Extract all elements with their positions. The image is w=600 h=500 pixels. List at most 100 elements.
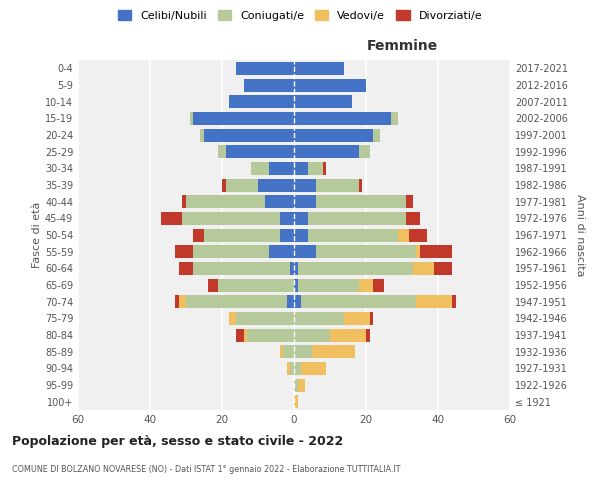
Bar: [244, 328, 247, 342]
Text: Femmine: Femmine: [367, 39, 437, 53]
Bar: [294, 162, 308, 175]
Bar: [265, 195, 294, 208]
Bar: [294, 295, 301, 308]
Bar: [280, 228, 294, 241]
Bar: [308, 162, 323, 175]
Bar: [283, 345, 294, 358]
Legend: Celibi/Nubili, Coniugati/e, Vedovi/e, Divorziati/e: Celibi/Nubili, Coniugati/e, Vedovi/e, Di…: [113, 6, 487, 25]
Bar: [229, 312, 236, 325]
Bar: [236, 328, 244, 342]
Bar: [229, 95, 294, 108]
Bar: [193, 112, 294, 125]
Bar: [294, 228, 308, 241]
Bar: [316, 245, 416, 258]
Bar: [398, 228, 409, 241]
Bar: [416, 295, 452, 308]
Bar: [236, 62, 294, 75]
Bar: [247, 328, 294, 342]
Bar: [218, 278, 294, 291]
Bar: [294, 112, 391, 125]
Bar: [370, 312, 373, 325]
Bar: [294, 245, 316, 258]
Bar: [391, 112, 398, 125]
Bar: [226, 145, 294, 158]
Text: COMUNE DI BOLZANO NOVARESE (NO) - Dati ISTAT 1° gennaio 2022 - Elaborazione TUTT: COMUNE DI BOLZANO NOVARESE (NO) - Dati I…: [12, 465, 401, 474]
Bar: [330, 328, 366, 342]
Bar: [175, 245, 193, 258]
Bar: [294, 78, 366, 92]
Bar: [204, 128, 294, 141]
Bar: [316, 195, 406, 208]
Bar: [298, 278, 359, 291]
Bar: [301, 295, 416, 308]
Bar: [294, 262, 298, 275]
Bar: [186, 295, 287, 308]
Bar: [294, 62, 344, 75]
Bar: [366, 328, 370, 342]
Bar: [218, 145, 226, 158]
Bar: [416, 245, 420, 258]
Bar: [294, 195, 316, 208]
Bar: [179, 295, 186, 308]
Bar: [312, 345, 355, 358]
Bar: [294, 362, 301, 375]
Bar: [190, 112, 193, 125]
Bar: [452, 295, 456, 308]
Bar: [204, 228, 280, 241]
Bar: [161, 212, 182, 225]
Bar: [294, 212, 308, 225]
Bar: [244, 78, 294, 92]
Bar: [373, 278, 384, 291]
Bar: [359, 278, 373, 291]
Bar: [208, 278, 218, 291]
Bar: [193, 262, 290, 275]
Bar: [294, 145, 359, 158]
Bar: [294, 178, 316, 192]
Bar: [294, 378, 298, 392]
Bar: [251, 162, 269, 175]
Bar: [226, 178, 258, 192]
Bar: [323, 162, 326, 175]
Bar: [182, 195, 186, 208]
Bar: [359, 178, 362, 192]
Y-axis label: Anni di nascita: Anni di nascita: [575, 194, 584, 276]
Bar: [420, 245, 452, 258]
Bar: [179, 262, 193, 275]
Bar: [186, 195, 265, 208]
Bar: [290, 362, 294, 375]
Bar: [298, 262, 413, 275]
Bar: [294, 95, 352, 108]
Bar: [280, 345, 283, 358]
Bar: [193, 228, 204, 241]
Bar: [406, 212, 420, 225]
Bar: [316, 178, 359, 192]
Bar: [290, 262, 294, 275]
Y-axis label: Fasce di età: Fasce di età: [32, 202, 42, 268]
Bar: [344, 312, 370, 325]
Bar: [193, 245, 269, 258]
Text: Popolazione per età, sesso e stato civile - 2022: Popolazione per età, sesso e stato civil…: [12, 435, 343, 448]
Bar: [308, 228, 398, 241]
Bar: [175, 295, 179, 308]
Bar: [287, 295, 294, 308]
Bar: [294, 345, 312, 358]
Bar: [294, 328, 330, 342]
Bar: [413, 262, 434, 275]
Bar: [406, 195, 413, 208]
Bar: [269, 162, 294, 175]
Bar: [294, 395, 298, 408]
Bar: [373, 128, 380, 141]
Bar: [308, 212, 406, 225]
Bar: [222, 178, 226, 192]
Bar: [182, 212, 280, 225]
Bar: [294, 278, 298, 291]
Bar: [434, 262, 452, 275]
Bar: [280, 212, 294, 225]
Bar: [301, 362, 326, 375]
Bar: [269, 245, 294, 258]
Bar: [298, 378, 305, 392]
Bar: [294, 128, 373, 141]
Bar: [359, 145, 370, 158]
Bar: [294, 312, 344, 325]
Bar: [236, 312, 294, 325]
